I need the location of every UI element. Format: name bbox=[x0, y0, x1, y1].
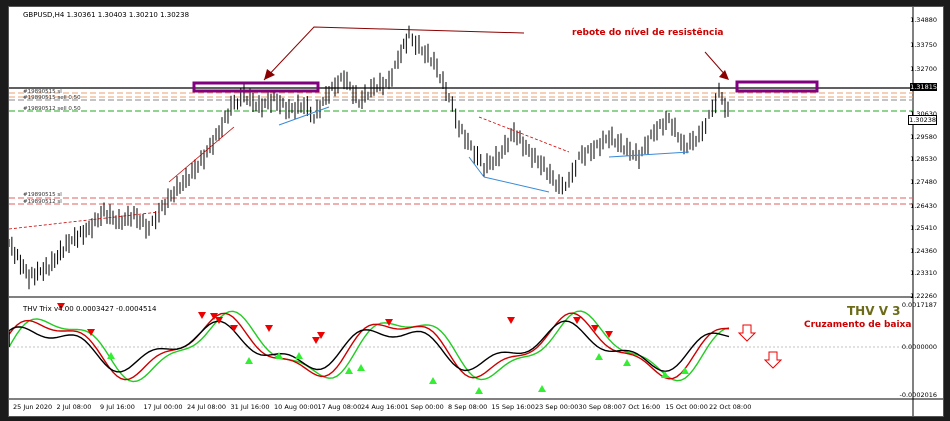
down-arrow-icon bbox=[317, 332, 325, 339]
time-tick-label: 30 Sep 08:00 bbox=[578, 403, 622, 411]
time-tick-label: 15 Sep 16:00 bbox=[491, 403, 535, 411]
up-arrow-icon bbox=[661, 371, 669, 378]
order-label: #19890515 sl bbox=[23, 192, 62, 198]
trix-signal-line bbox=[9, 310, 730, 383]
trend-line bbox=[278, 106, 330, 126]
arrow-line bbox=[263, 26, 525, 81]
price-tick-label: 1.30630 bbox=[910, 110, 937, 118]
time-tick-label: 7 Oct 16:00 bbox=[622, 403, 661, 411]
up-arrow-icon bbox=[345, 367, 353, 374]
time-tick-label: 10 Aug 00:00 bbox=[274, 403, 318, 411]
down-arrow-icon bbox=[215, 317, 223, 324]
trend-line bbox=[468, 156, 485, 178]
price-tick-label: 1.29580 bbox=[910, 133, 937, 141]
up-arrow-icon bbox=[357, 364, 365, 371]
price-tick-label: 1.27480 bbox=[910, 178, 937, 186]
down-arrow-icon bbox=[385, 319, 393, 326]
order-label: #19890512 sell 0.50 bbox=[23, 106, 81, 112]
price-tick-label: 1.25410 bbox=[910, 224, 937, 232]
trend-line bbox=[478, 116, 570, 153]
down-arrow-icon bbox=[230, 325, 238, 332]
symbol-info: GBPUSD,H4 1.30361 1.30403 1.30210 1.3023… bbox=[23, 11, 190, 19]
thv-title: THV V 3 bbox=[847, 304, 901, 318]
time-tick-label: 8 Sep 08:00 bbox=[448, 403, 488, 411]
time-tick-label: 17 Jul 00:00 bbox=[143, 403, 183, 411]
down-arrow-icon bbox=[57, 303, 65, 310]
down-arrow-icon bbox=[507, 317, 515, 324]
up-arrow-icon bbox=[275, 352, 283, 359]
time-tick-label: 24 Jul 08:00 bbox=[187, 403, 226, 411]
indicator-tick-label: 0.0000000 bbox=[901, 343, 937, 351]
chart-area[interactable]: GBPUSD,H4 1.30361 1.30403 1.30210 1.3023… bbox=[8, 6, 944, 417]
up-arrow-icon bbox=[595, 353, 603, 360]
down-arrow-icon bbox=[198, 312, 206, 319]
price-tick-label: 1.23310 bbox=[910, 269, 937, 277]
time-tick-label: 9 Jul 16:00 bbox=[100, 403, 135, 411]
price-tick-label: 1.26430 bbox=[910, 202, 937, 210]
time-tick-label: 1 Sep 00:00 bbox=[404, 403, 444, 411]
resistance-zone bbox=[192, 81, 320, 93]
price-tick-label: 1.30238 bbox=[908, 115, 937, 125]
order-label: #19890515 sell 0.50 bbox=[23, 95, 81, 101]
resistance-zone bbox=[735, 80, 819, 93]
price-tick-label: 1.34880 bbox=[910, 16, 937, 24]
down-arrow-icon bbox=[265, 325, 273, 332]
chart-canvas bbox=[9, 7, 943, 416]
up-arrow-icon bbox=[295, 352, 303, 359]
trix-main-line bbox=[9, 312, 730, 381]
arrow-head bbox=[719, 70, 729, 80]
down-arrow-icon bbox=[312, 337, 320, 344]
price-tick-label: 1.22260 bbox=[910, 292, 937, 300]
time-tick-label: 15 Oct 00:00 bbox=[665, 403, 708, 411]
order-label: #19890515 sl bbox=[23, 89, 62, 95]
down-arrow-icon bbox=[591, 325, 599, 332]
arrow-head bbox=[264, 69, 275, 80]
trend-line bbox=[168, 126, 235, 183]
indicator-tick-label: -0.0002016 bbox=[899, 391, 938, 399]
trix-slow-line bbox=[9, 320, 730, 373]
down-arrow-icon bbox=[210, 313, 218, 320]
time-tick-label: 24 Aug 16:00 bbox=[361, 403, 405, 411]
time-tick-label: 22 Oct 08:00 bbox=[709, 403, 752, 411]
up-arrow-icon bbox=[681, 367, 689, 374]
indicator-info: THV Trix v4.00 0.0003427 -0.0004514 bbox=[23, 305, 157, 313]
up-arrow-icon bbox=[538, 385, 546, 392]
trend-line bbox=[483, 176, 550, 193]
up-arrow-icon bbox=[429, 377, 437, 384]
time-tick-label: 17 Aug 08:00 bbox=[317, 403, 362, 411]
price-tick-label: 1.32700 bbox=[910, 65, 937, 73]
order-label: #19890512 sl bbox=[23, 199, 62, 205]
up-arrow-icon bbox=[623, 359, 631, 366]
price-tick-label: 1.33750 bbox=[910, 41, 937, 49]
down-arrow-icon bbox=[763, 351, 783, 369]
price-tick-label: 1.24360 bbox=[910, 247, 937, 255]
down-arrow-icon bbox=[87, 329, 95, 336]
down-arrow-icon bbox=[605, 331, 613, 338]
time-tick-label: 23 Sep 00:00 bbox=[535, 403, 579, 411]
trend-line bbox=[608, 151, 690, 158]
time-tick-label: 31 Jul 16:00 bbox=[230, 403, 270, 411]
resistance-annotation: rebote do nível de resistência bbox=[572, 28, 724, 38]
up-arrow-icon bbox=[245, 357, 253, 364]
down-arrow-icon bbox=[573, 317, 581, 324]
thv-subtitle: Cruzamento de baixa bbox=[804, 320, 912, 330]
time-tick-label: 2 Jul 08:00 bbox=[56, 403, 92, 411]
down-arrow-icon bbox=[737, 324, 757, 342]
price-tick-label: 1.31815 bbox=[910, 83, 937, 91]
time-tick-label: 25 Jun 2020 bbox=[13, 403, 53, 411]
price-tick-label: 1.28530 bbox=[910, 155, 937, 163]
up-arrow-icon bbox=[475, 387, 483, 394]
indicator-tick-label: 0.0017187 bbox=[901, 301, 937, 309]
trend-line bbox=[9, 211, 160, 230]
up-arrow-icon bbox=[107, 352, 115, 359]
